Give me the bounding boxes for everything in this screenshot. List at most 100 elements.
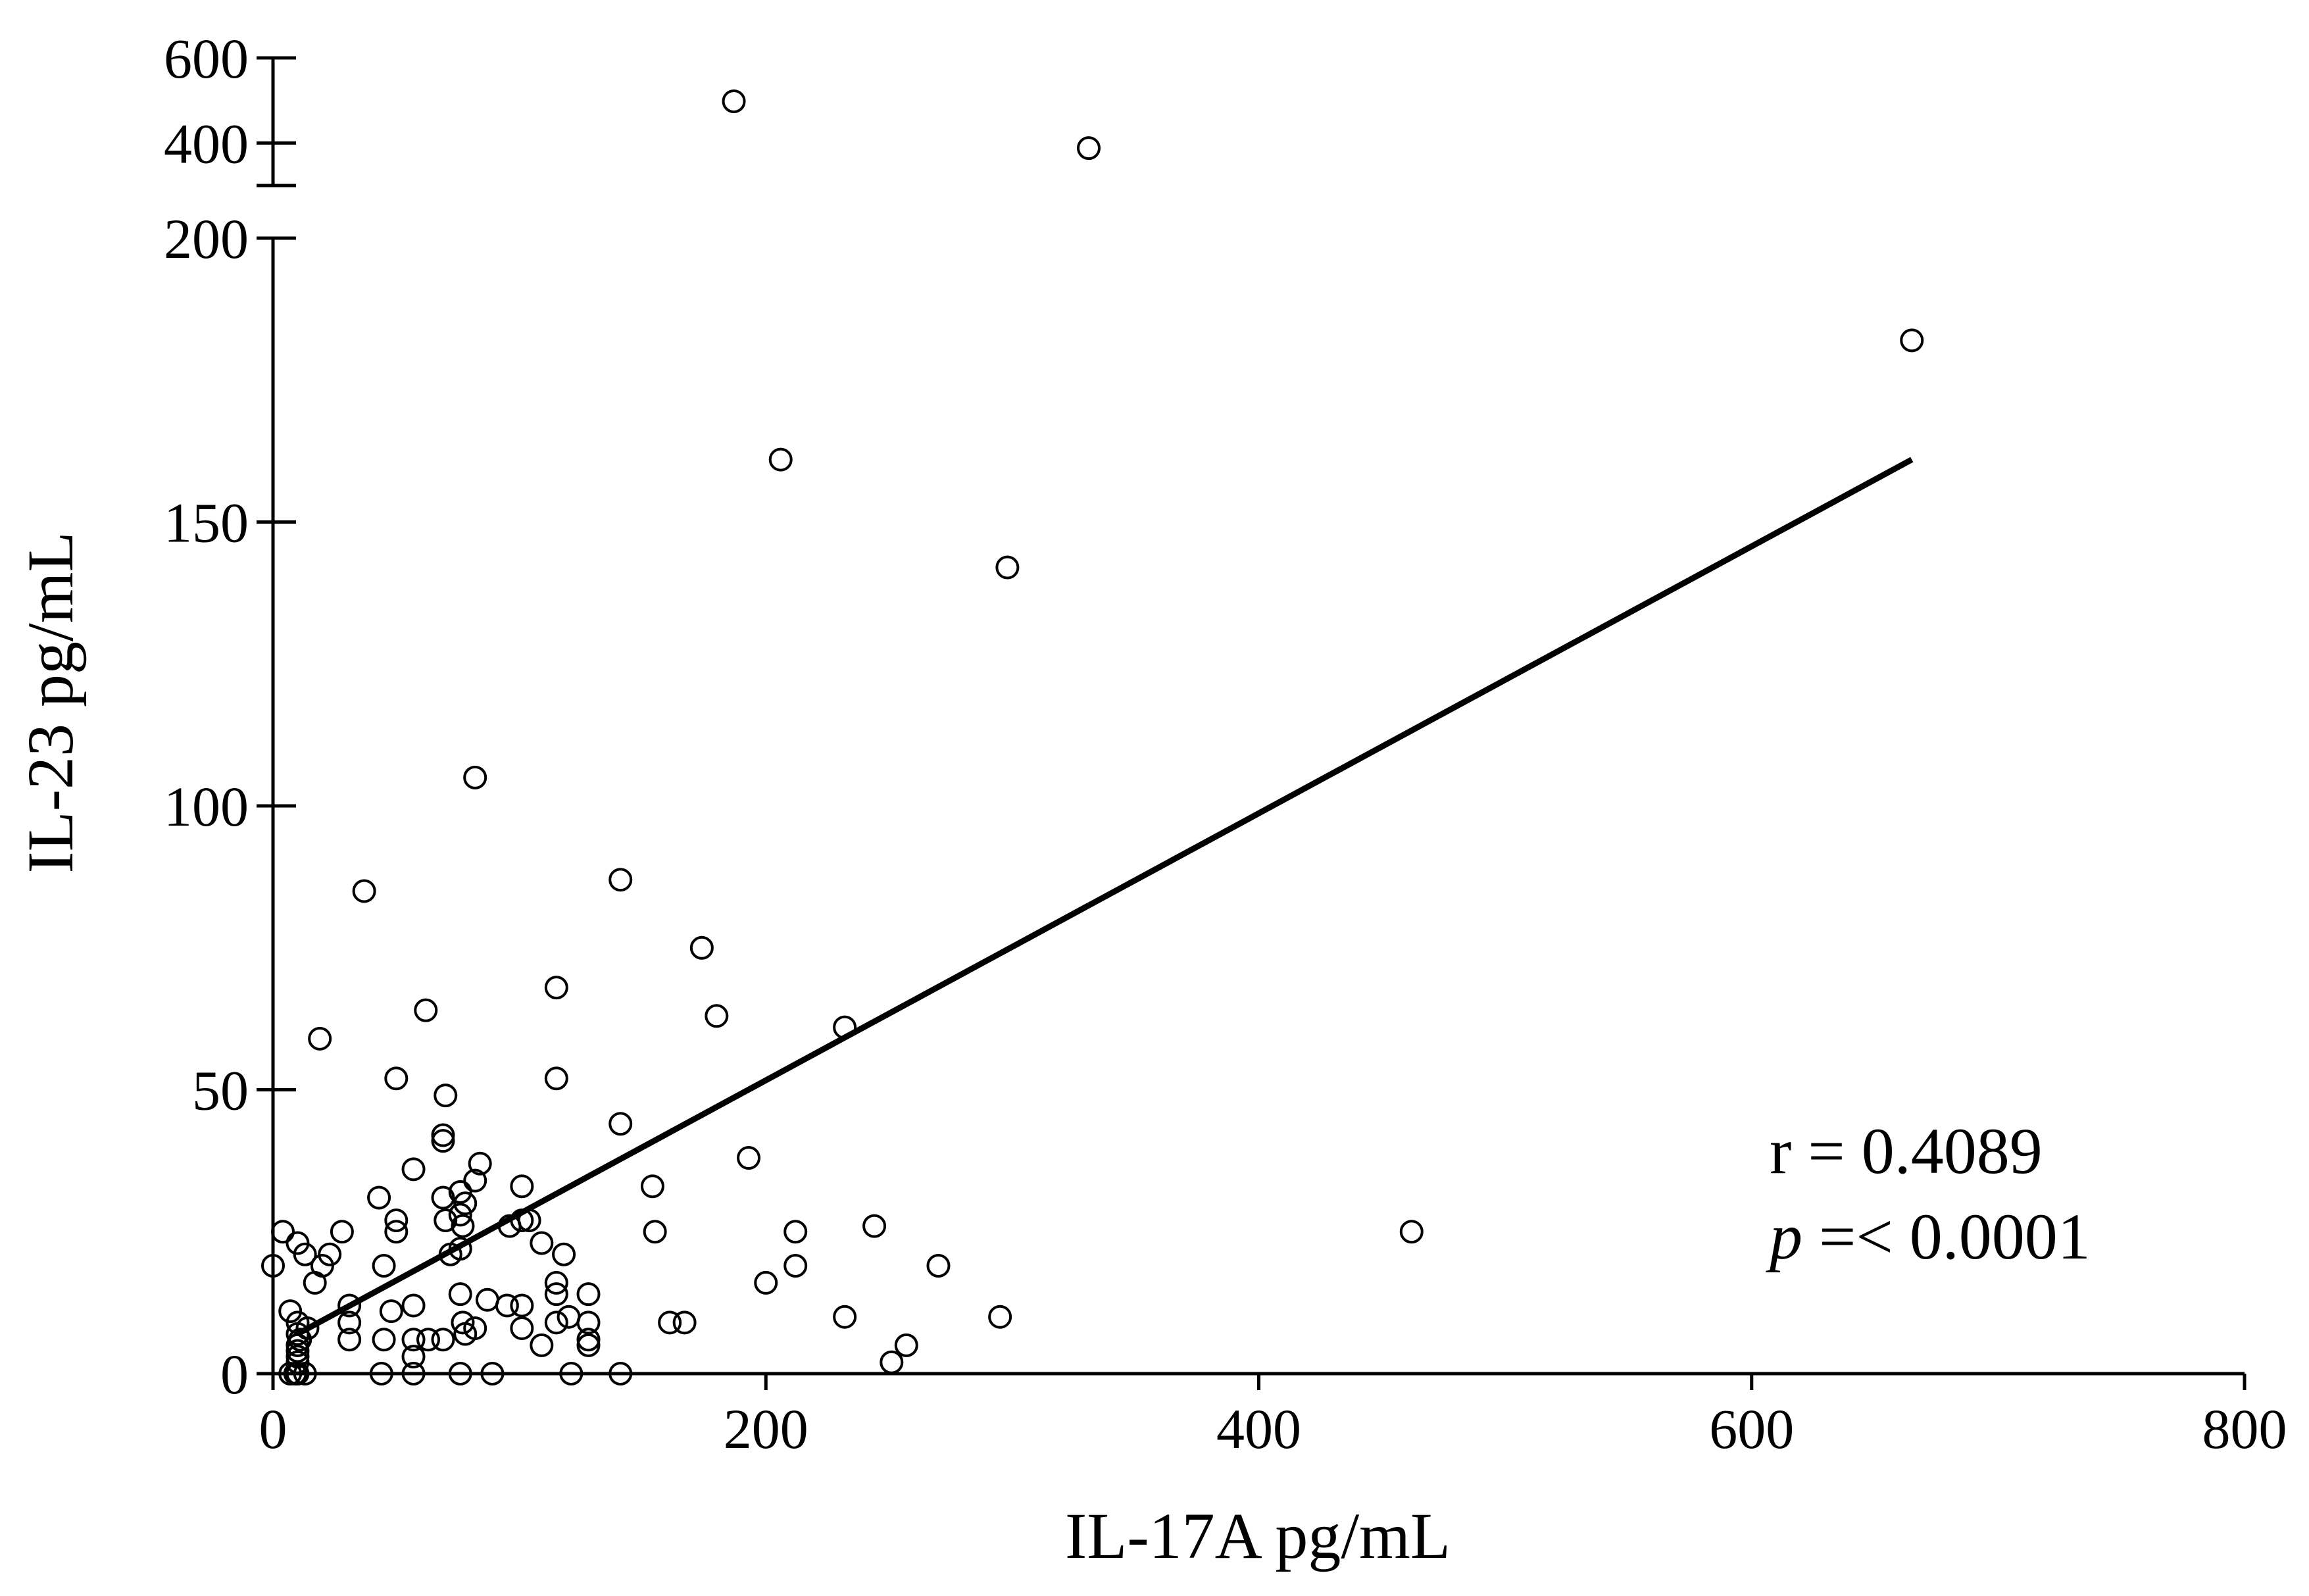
- data-point: [544, 976, 568, 1000]
- x-tick-label-200: 200: [724, 1397, 808, 1460]
- data-point: [384, 1066, 409, 1091]
- data-point: [416, 1328, 441, 1352]
- x-tick-label-800: 800: [2202, 1397, 2287, 1460]
- data-point: [384, 1220, 409, 1244]
- data-point: [270, 1220, 295, 1244]
- data-point: [451, 1214, 475, 1238]
- data-point: [544, 1310, 568, 1335]
- data-point: [384, 1208, 409, 1232]
- data-point: [557, 1305, 581, 1329]
- data-point: [995, 555, 1020, 580]
- x-axis-title: IL-17A pg/mL: [1065, 1499, 1451, 1572]
- data-point: [576, 1333, 601, 1357]
- data-point: [401, 1293, 426, 1318]
- y-tick-label-200: 200: [164, 207, 249, 270]
- data-point: [480, 1362, 505, 1385]
- data-point: [261, 1254, 285, 1278]
- data-point: [369, 1362, 393, 1385]
- data-point: [672, 1310, 697, 1335]
- data-point: [367, 1185, 391, 1210]
- data-point: [1900, 328, 1924, 353]
- data-point: [705, 1004, 729, 1028]
- data-point: [544, 1282, 568, 1307]
- data-point: [862, 1214, 887, 1238]
- y-axis-title: IL-23 pg/mL: [14, 532, 87, 873]
- data-point: [544, 1066, 568, 1091]
- data-point: [401, 1345, 426, 1369]
- data-points: [261, 89, 1924, 1385]
- data-point: [431, 1129, 455, 1153]
- data-point: [754, 1270, 778, 1295]
- data-point: [337, 1310, 362, 1335]
- data-point: [448, 1362, 472, 1385]
- y-tick-label-50: 50: [192, 1059, 249, 1122]
- data-point: [293, 1242, 317, 1266]
- data-point: [608, 1112, 633, 1136]
- data-point: [286, 1362, 310, 1385]
- data-point: [689, 935, 714, 960]
- data-point: [448, 1180, 472, 1204]
- data-point: [475, 1287, 499, 1312]
- data-point: [401, 1362, 426, 1385]
- y-tick-label-100: 100: [164, 775, 249, 838]
- data-point: [783, 1220, 808, 1244]
- data-point: [337, 1293, 362, 1318]
- x-ticks: 0 200 400 600 800: [259, 1374, 2287, 1460]
- y-tick-label-0: 0: [220, 1343, 249, 1406]
- data-point: [308, 1026, 332, 1051]
- x-tick-label-600: 600: [1709, 1397, 1794, 1460]
- y-tick-label-150: 150: [164, 491, 249, 555]
- data-point: [468, 1151, 492, 1176]
- data-point: [658, 1310, 682, 1335]
- data-point: [894, 1333, 918, 1357]
- data-point: [431, 1185, 455, 1210]
- data-point: [379, 1299, 403, 1324]
- data-point: [352, 879, 376, 903]
- data-point: [530, 1231, 554, 1255]
- data-point: [448, 1282, 472, 1307]
- data-point: [988, 1305, 1012, 1329]
- data-point: [608, 868, 633, 892]
- y-ticks: 0 50 100 150 200 400 600: [164, 27, 296, 1406]
- data-point: [451, 1310, 475, 1335]
- data-point: [337, 1328, 362, 1352]
- data-point: [1399, 1220, 1424, 1244]
- data-point: [448, 1203, 472, 1227]
- data-point: [576, 1310, 601, 1335]
- data-point: [463, 765, 487, 789]
- regression-line: [296, 457, 1914, 1337]
- data-point: [576, 1282, 601, 1307]
- data-point: [926, 1254, 951, 1278]
- data-point: [286, 1339, 310, 1363]
- data-point: [552, 1242, 576, 1266]
- y-tick-label-600: 600: [164, 27, 249, 90]
- data-point: [640, 1174, 664, 1199]
- p-symbol: p: [1766, 1200, 1802, 1273]
- data-point: [401, 1157, 426, 1182]
- data-point: [293, 1362, 317, 1385]
- data-point: [434, 1084, 458, 1108]
- x-tick-label-0: 0: [259, 1397, 287, 1460]
- data-point: [372, 1328, 396, 1352]
- data-point: [431, 1328, 455, 1352]
- data-point: [768, 447, 793, 472]
- data-point: [608, 1362, 633, 1385]
- data-point: [330, 1220, 354, 1244]
- data-point: [303, 1270, 327, 1295]
- data-point: [530, 1333, 554, 1357]
- data-point: [643, 1220, 667, 1244]
- data-point: [414, 998, 438, 1022]
- data-point: [510, 1174, 534, 1199]
- data-point: [737, 1146, 761, 1170]
- data-point: [434, 1208, 458, 1232]
- p-value: =< 0.0001: [1802, 1200, 2091, 1273]
- data-point: [783, 1254, 808, 1278]
- data-point: [510, 1293, 534, 1318]
- data-point: [880, 1350, 904, 1374]
- data-point: [286, 1333, 310, 1357]
- data-point: [401, 1328, 426, 1352]
- data-point: [495, 1293, 519, 1318]
- x-tick-label-400: 400: [1216, 1397, 1301, 1460]
- data-point: [453, 1191, 478, 1216]
- data-point: [722, 89, 746, 113]
